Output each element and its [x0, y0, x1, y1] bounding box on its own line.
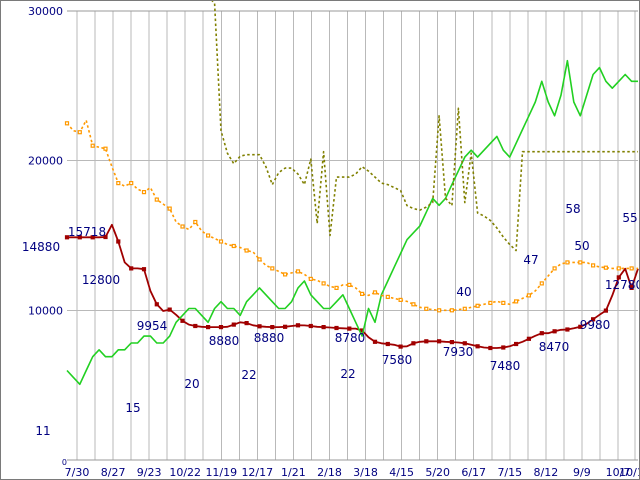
data-series-layer: [64, 1, 639, 386]
data-point-label: 55: [622, 211, 637, 225]
data-point-label: 8880: [209, 334, 240, 348]
x-tick-label: 6/17: [461, 466, 486, 479]
y-tick-label: 30000: [28, 5, 63, 18]
data-point-label: 7580: [382, 353, 413, 367]
x-tick-label: 8/27: [101, 466, 126, 479]
x-tick-label: 1/21: [281, 466, 306, 479]
data-point-label: 7480: [490, 359, 521, 373]
x-tick-label: 7/30: [65, 466, 90, 479]
data-point-label: 20: [184, 377, 199, 391]
data-point-label: 7930: [443, 345, 474, 359]
data-point-label: 15718: [68, 225, 106, 239]
x-tick-label: 8/12: [534, 466, 559, 479]
data-point-label: 12780: [605, 278, 640, 292]
data-point-labels: 14880 15718 12800 9954 8880 8880 8780 7580 7930 7…: [22, 202, 640, 438]
data-point-label: 8780: [335, 331, 366, 345]
data-point-label: 50: [574, 239, 589, 253]
data-point-label: 22: [340, 367, 355, 381]
data-point-label: 11: [35, 424, 50, 438]
data-point-label: 8880: [254, 331, 285, 345]
series-dotted-orange: [64, 119, 638, 313]
series-price: [64, 223, 639, 351]
y-tick-label: 20000: [28, 155, 63, 168]
y-axis-tick-labels: 30000 20000 10000 0: [28, 5, 67, 467]
data-point-label: 40: [456, 285, 471, 299]
data-point-label: 22: [241, 368, 256, 382]
data-point-label: 12800: [82, 273, 120, 287]
data-point-label: 47: [523, 253, 538, 267]
data-point-label: 58: [565, 202, 580, 216]
x-tick-label: 11/19: [205, 466, 237, 479]
x-axis-tick-labels: 7/30 8/27 9/23 10/22 11/19 12/17 1/21 2/18 3/18 4…: [65, 466, 640, 479]
horizontal-gridlines: [67, 160, 638, 311]
x-tick-label: 3/18: [353, 466, 378, 479]
data-point-label: 8470: [539, 340, 570, 354]
y-tick-label: 0: [62, 458, 67, 467]
x-tick-label: 9/23: [137, 466, 162, 479]
data-point-label: 15: [125, 401, 140, 415]
vertical-gridlines: [76, 11, 636, 460]
series-volume-green: [66, 59, 638, 386]
x-tick-label: 7/15: [497, 466, 522, 479]
data-point-label: 9980: [580, 318, 611, 332]
x-tick-label: 4/15: [389, 466, 414, 479]
x-tick-label: 5/20: [425, 466, 450, 479]
data-point-label: 14880: [22, 240, 60, 254]
x-tick-label: 10/22: [169, 466, 201, 479]
y-tick-label: 10000: [28, 304, 63, 317]
data-point-label: 9954: [137, 319, 168, 333]
x-tick-label: 9/9: [573, 466, 591, 479]
chart-axes: [67, 10, 638, 461]
x-tick-label: 2/18: [317, 466, 342, 479]
x-tick-label: 10/14: [619, 466, 640, 479]
x-tick-label: 10/7: [606, 466, 631, 479]
x-tick-label: 12/17: [241, 466, 273, 479]
